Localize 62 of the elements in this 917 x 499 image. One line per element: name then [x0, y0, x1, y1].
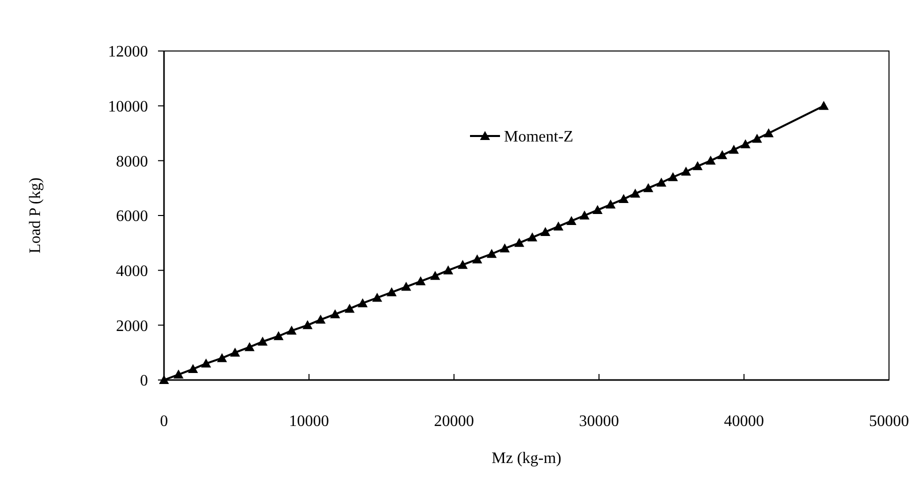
point: [401, 282, 412, 291]
point: [540, 226, 550, 236]
x-tick-label: 0: [160, 413, 168, 430]
point: [416, 276, 426, 286]
point: [344, 304, 355, 313]
legend-label: Moment-Z: [504, 128, 574, 146]
point: [330, 309, 340, 318]
point: [728, 144, 739, 154]
y-tick-label: 4000: [116, 262, 148, 280]
point: [372, 292, 382, 302]
point: [692, 161, 703, 170]
point: [818, 100, 829, 110]
point: [188, 364, 198, 374]
point: [643, 183, 654, 192]
x-tick-label: 40000: [724, 413, 764, 430]
x-axis-title: Mz (kg-m): [492, 450, 562, 467]
point: [740, 139, 750, 148]
point: [217, 353, 227, 362]
point: [430, 270, 440, 280]
point: [668, 172, 678, 182]
point: [566, 216, 576, 225]
point: [302, 320, 313, 330]
point: [527, 232, 538, 242]
x-tick-label: 20000: [434, 413, 474, 430]
x-tick-label: 30000: [579, 413, 619, 430]
point: [656, 178, 666, 187]
point: [486, 248, 497, 258]
y-tick-label: 6000: [116, 208, 148, 226]
point: [258, 336, 268, 346]
y-axis-title: Load P (kg): [27, 178, 44, 254]
point: [201, 358, 212, 368]
point: [706, 156, 716, 165]
y-tick-label: 12000: [108, 44, 148, 61]
point: [553, 221, 564, 230]
point: [472, 254, 482, 264]
point: [274, 331, 284, 340]
point: [630, 188, 640, 198]
point: [514, 238, 524, 247]
point: [580, 210, 590, 220]
point: [244, 342, 255, 352]
point: [174, 370, 184, 379]
y-tick-label: 2000: [116, 318, 148, 335]
point: [386, 287, 397, 296]
point: [358, 298, 368, 308]
point: [443, 265, 454, 274]
point: [592, 205, 603, 214]
x-tick-label: 10000: [289, 413, 329, 430]
point: [681, 166, 691, 176]
point: [606, 200, 616, 209]
y-tick-label: 10000: [108, 98, 148, 116]
point: [752, 134, 762, 143]
point: [500, 243, 510, 252]
point: [717, 150, 728, 160]
point: [764, 128, 774, 138]
point: [458, 260, 468, 269]
y-tick-label: 0: [140, 372, 148, 390]
y-tick-label: 8000: [116, 153, 148, 170]
point: [286, 326, 297, 335]
point: [618, 194, 629, 204]
point: [230, 348, 240, 357]
point: [316, 314, 326, 324]
x-tick-label: 50000: [869, 413, 909, 430]
